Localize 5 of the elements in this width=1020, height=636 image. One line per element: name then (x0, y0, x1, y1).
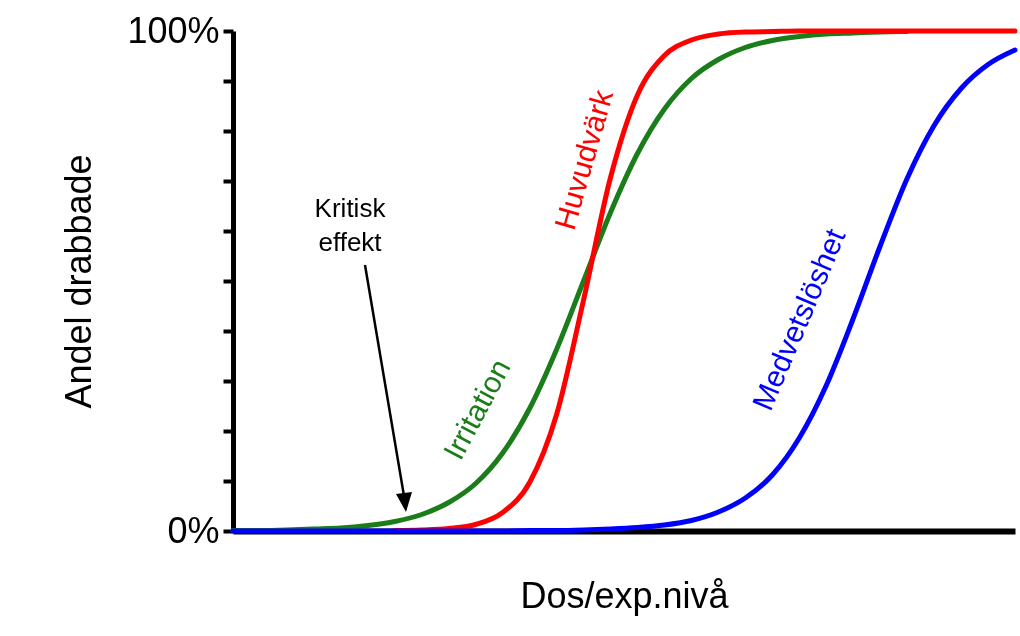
y-axis-title: Andel drabbade (58, 154, 100, 409)
annotation: Kritisk effekt (314, 193, 387, 257)
x-axis-title: Dos/exp.nivå (520, 574, 730, 616)
y-tick-label: 0% (167, 509, 220, 551)
y-tick-label: 100% (127, 9, 220, 51)
